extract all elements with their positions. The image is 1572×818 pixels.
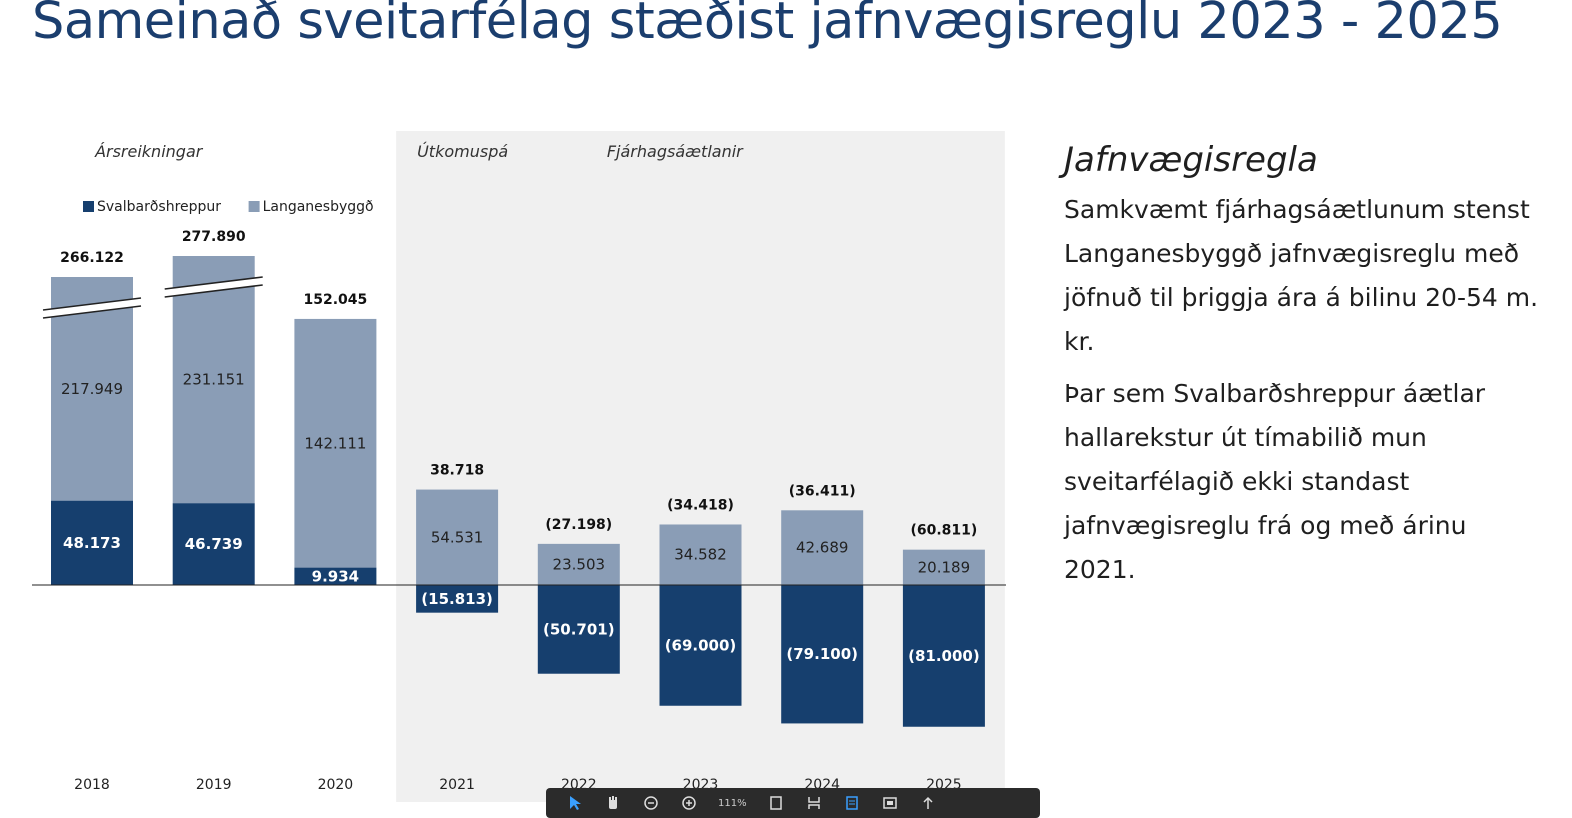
page-tools-icon[interactable]	[767, 794, 785, 812]
page-title: Sameinað sveitarfélag stæðist jafnvægisr…	[32, 0, 1503, 51]
bar-svalbardshreppur	[172, 503, 255, 585]
bar-svalbardshreppur	[51, 500, 133, 585]
total-value-label: (34.418)	[667, 497, 734, 513]
x-tick-label: 2020	[318, 777, 354, 793]
upload-icon[interactable]	[919, 794, 937, 812]
axis-break-line	[42, 297, 142, 311]
total-value-label: (36.411)	[789, 483, 856, 499]
langanesbyggd-value-label: 42.689	[796, 539, 849, 557]
legend-swatch	[83, 201, 94, 212]
svalbardshreppur-value-label: (69.000)	[665, 636, 737, 654]
x-tick-label: 2019	[196, 777, 232, 793]
svalbardshreppur-value-label: 9.934	[312, 567, 359, 585]
svalbardshreppur-value-label: (15.813)	[421, 590, 493, 608]
pdf-toolbar: 111%	[546, 788, 1040, 818]
fit-page-icon[interactable]	[805, 794, 823, 812]
x-tick-label: 2018	[74, 777, 110, 793]
bar-langanesbyggd	[781, 510, 864, 585]
total-value-label: 266.122	[60, 250, 124, 266]
axis-break-line	[164, 276, 263, 290]
bar-langanesbyggd	[537, 543, 620, 585]
total-value-label: 152.045	[304, 292, 368, 308]
svalbardshreppur-value-label: 46.739	[185, 535, 243, 553]
x-tick-label: 2021	[439, 777, 475, 793]
total-value-label: 277.890	[182, 229, 246, 245]
hand-tool-icon[interactable]	[604, 794, 622, 812]
svalbardshreppur-value-label: (81.000)	[908, 647, 980, 665]
total-value-label: 38.718	[430, 463, 484, 479]
bar-langanesbyggd	[416, 489, 499, 585]
zoom-in-icon[interactable]	[680, 794, 698, 812]
svalbardshreppur-value-label: (79.100)	[786, 645, 858, 663]
langanesbyggd-value-label: 20.189	[918, 558, 971, 576]
langanesbyggd-value-label: 231.151	[183, 371, 245, 389]
legend-label: Langanesbyggð	[263, 199, 374, 215]
full-screen-icon[interactable]	[881, 794, 899, 812]
langanesbyggd-value-label: 54.531	[431, 528, 484, 546]
zoom-level[interactable]: 111%	[718, 797, 747, 809]
langanesbyggd-value-label: 217.949	[61, 380, 123, 398]
bar-svalbardshreppur	[537, 585, 620, 674]
legend-label: Svalbarðshreppur	[97, 199, 221, 215]
total-value-label: (60.811)	[910, 523, 977, 539]
bar-svalbardshreppur	[902, 585, 985, 727]
side-heading: Jafnvægisregla	[1064, 140, 1318, 180]
side-paragraph-1: Samkvæmt fjárhagsáætlunum stenst Langane…	[1064, 195, 1539, 356]
section-label: Útkomuspá	[417, 142, 508, 161]
total-value-label: (27.198)	[545, 517, 612, 533]
legend-swatch	[248, 201, 260, 212]
section-label: Fjárhagsáætlanir	[607, 142, 744, 161]
bar-langanesbyggd	[172, 256, 255, 504]
bar-langanesbyggd	[659, 524, 742, 585]
axis-break-gap	[164, 277, 263, 297]
bar-svalbardshreppur	[294, 567, 377, 585]
stacked-bar-chart: Ársreikningar Útkomuspá Fjárhagsáætlanir Sv…	[32, 131, 1006, 802]
langanesbyggd-value-label: 142.111	[304, 434, 366, 452]
select-tool-icon[interactable]	[566, 794, 584, 812]
svalbardshreppur-value-label: 48.173	[63, 534, 121, 552]
svalbardshreppur-value-label: (50.701)	[543, 620, 615, 638]
axis-break-gap	[43, 298, 141, 318]
langanesbyggd-value-label: 23.503	[553, 555, 606, 573]
bar-langanesbyggd	[902, 549, 985, 585]
section-label: Ársreikningar	[94, 142, 204, 161]
zoom-out-icon[interactable]	[642, 794, 660, 812]
side-panel: Jafnvægisregla Samkvæmt fjárhagsáætlunum…	[1064, 140, 1544, 600]
langanesbyggd-value-label: 34.582	[674, 546, 727, 564]
side-paragraph-2: Þar sem Svalbarðshreppur áætlar hallarek…	[1064, 379, 1486, 584]
bar-langanesbyggd	[294, 318, 377, 568]
bar-svalbardshreppur	[781, 585, 864, 724]
axis-break-line	[164, 284, 263, 298]
bar-svalbardshreppur	[416, 585, 499, 613]
axis-break-line	[42, 305, 142, 319]
bar-svalbardshreppur	[659, 585, 742, 706]
document-icon[interactable]	[843, 794, 861, 812]
